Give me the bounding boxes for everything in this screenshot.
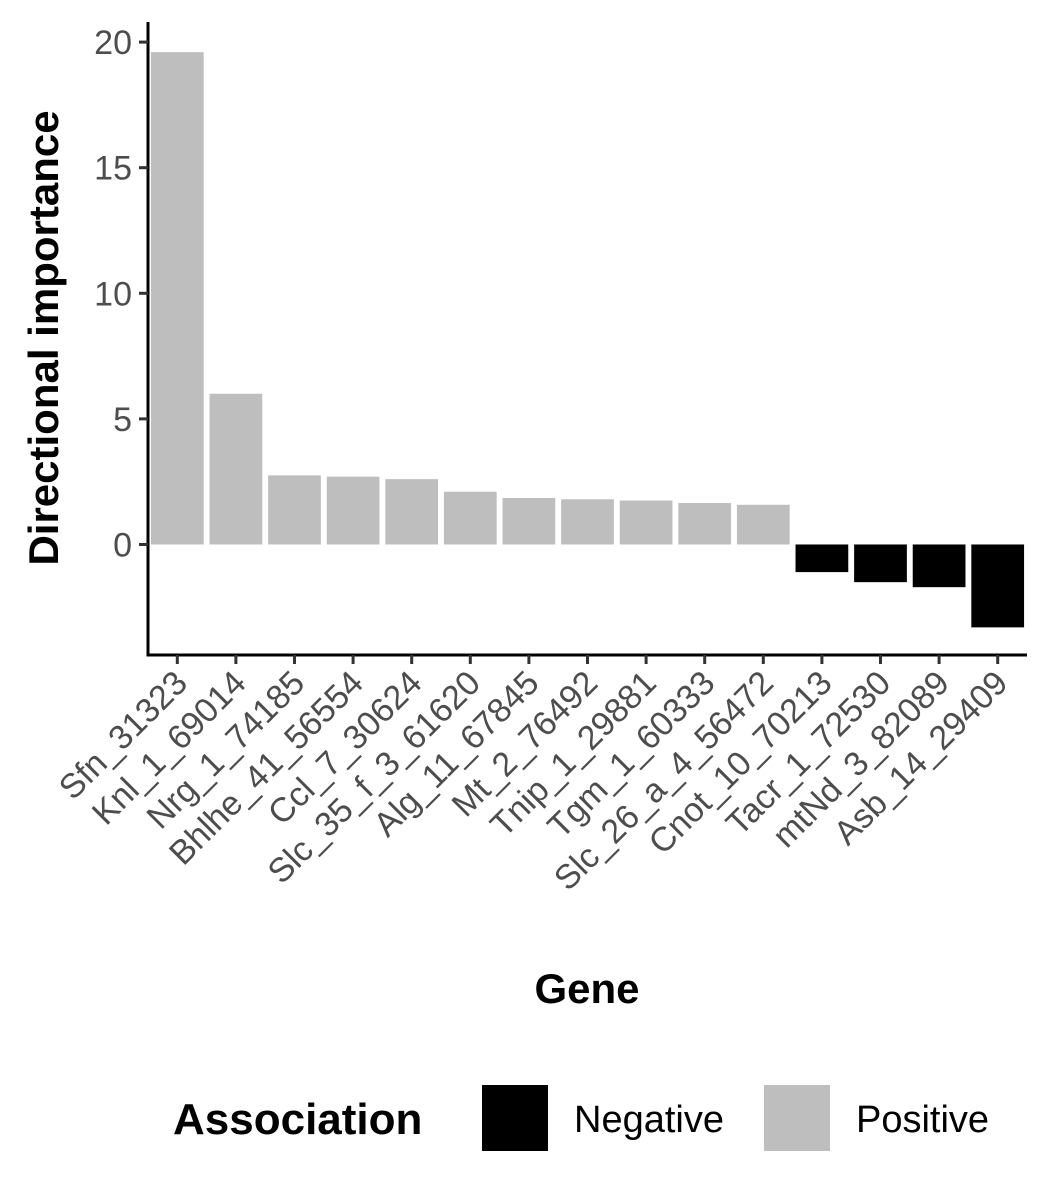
legend-title: Association <box>173 1095 422 1144</box>
bar-Mt_2_76492 <box>561 499 614 545</box>
bar-Nrg_1_74185 <box>268 475 321 545</box>
legend-key-positive <box>764 1085 830 1151</box>
bar-mtNd_3_82089 <box>912 544 966 588</box>
legend-label-positive: Positive <box>856 1099 989 1141</box>
bar-Asb_14_29409 <box>971 544 1025 628</box>
legend: Association Negative Positive <box>173 1085 989 1151</box>
x-axis: Sfn_31323Knl_1_69014Nrg_1_74185Bhlhe_41_… <box>52 653 1027 898</box>
bar-Ccl_7_30624 <box>385 479 439 545</box>
y-axis: 0 5 10 15 20 <box>94 22 150 655</box>
legend-label-negative: Negative <box>574 1099 724 1141</box>
y-tick-label-20: 20 <box>94 24 132 62</box>
legend-key-negative <box>482 1085 548 1151</box>
y-tick-label-0: 0 <box>113 526 132 564</box>
y-tick-label-5: 5 <box>113 401 132 439</box>
y-axis-title: Directional importance <box>20 110 67 565</box>
bar-Slc_35_f_3_61620 <box>443 491 497 545</box>
bar-Alg_11_67845 <box>502 498 556 545</box>
y-tick-label-10: 10 <box>94 275 132 313</box>
y-tick-label-15: 15 <box>94 150 132 188</box>
bar-Cnot_10_70213 <box>795 544 849 573</box>
bar-Bhlhe_41_56554 <box>326 476 380 545</box>
x-axis-title: Gene <box>534 965 639 1012</box>
bar-Tnip_1_29881 <box>619 500 673 545</box>
bar-Knl_1_69014 <box>209 393 263 545</box>
bar-Tacr_1_72530 <box>854 544 907 583</box>
bar-Sfn_31323 <box>150 52 204 545</box>
bars-group <box>150 52 1025 628</box>
bar-Tgm_1_60333 <box>678 503 732 545</box>
bar-Slc_26_a_4_56472 <box>736 504 790 545</box>
